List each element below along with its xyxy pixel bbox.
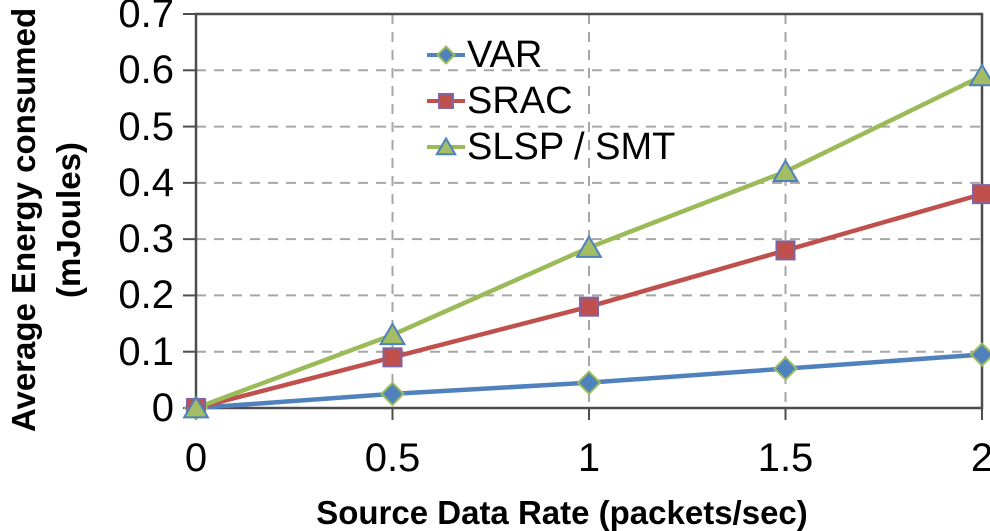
marker-srac-1 <box>382 347 403 368</box>
legend-label-srac: SRAC <box>467 79 573 122</box>
marker-slsp-smt-0 <box>182 395 210 419</box>
y-tick-label-1: 0.1 <box>118 329 174 374</box>
y-axis-title-line1: Average Energy consumed <box>5 7 42 433</box>
marker-slsp-smt-4 <box>968 62 990 87</box>
y-tick-label-2: 0.2 <box>118 273 174 318</box>
y-tick-label-5: 0.5 <box>118 104 174 149</box>
x-tick-label-3: 1.5 <box>757 436 814 480</box>
marker-slsp-smt-2 <box>575 234 603 258</box>
marker-slsp-smt-1 <box>378 321 407 346</box>
y-tick-label-0: 0 <box>151 386 174 430</box>
marker-var-2 <box>576 370 602 396</box>
marker-var-3 <box>773 356 798 382</box>
legend-swatch-var <box>427 45 465 65</box>
x-tick-label-4: 2 <box>970 436 990 480</box>
marker-var-4 <box>969 342 990 367</box>
legend-item-var: VAR <box>427 32 675 78</box>
legend-label-var: VAR <box>467 33 543 76</box>
marker-srac-3 <box>775 240 796 261</box>
legend-swatch-srac <box>427 93 465 109</box>
x-axis-title: Source Data Rate (packets/sec) <box>316 494 808 531</box>
x-tick-label-1: 0.5 <box>364 436 421 480</box>
y-tick-label-3: 0.3 <box>118 217 174 262</box>
legend-label-slsp-smt: SLSP / SMT <box>467 125 676 168</box>
y-tick-label-4: 0.4 <box>118 160 174 205</box>
legend-marker-slsp-smt <box>435 136 457 156</box>
legend-swatch-slsp-smt <box>427 136 465 156</box>
x-tick-label-0: 0 <box>184 436 208 480</box>
legend-marker-srac <box>438 93 454 109</box>
marker-var-1 <box>380 381 405 407</box>
legend-item-srac: SRAC <box>427 78 675 124</box>
marker-srac-4 <box>971 184 990 205</box>
marker-slsp-smt-3 <box>771 158 800 182</box>
legend-item-slsp-smt: SLSP / SMT <box>427 124 675 170</box>
y-tick-label-6: 0.6 <box>118 48 174 93</box>
x-tick-label-2: 1 <box>577 436 601 480</box>
marker-srac-2 <box>578 296 600 317</box>
legend-marker-var <box>436 45 456 65</box>
y-tick-label-7: 0.7 <box>118 0 174 36</box>
legend: VAR SRAC SLSP / SMT <box>427 32 675 170</box>
